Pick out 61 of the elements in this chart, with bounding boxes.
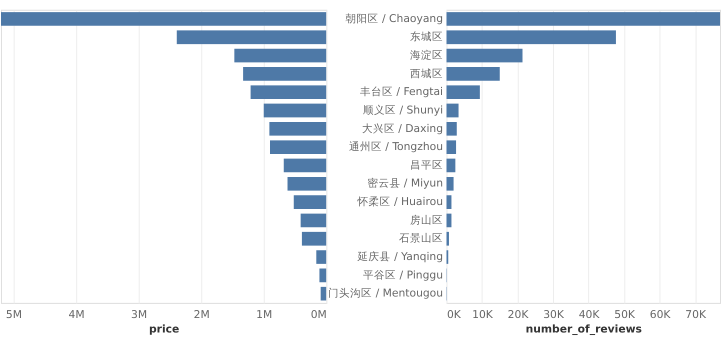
y-tick-label: 朝阳区 / Chaoyang xyxy=(346,12,444,25)
y-tick-label: 大兴区 / Daxing xyxy=(362,122,444,135)
bar xyxy=(316,250,326,264)
bar xyxy=(446,195,452,209)
bar xyxy=(264,104,326,118)
y-tick-label: 平谷区 / Pinggu xyxy=(363,268,444,282)
bar xyxy=(446,140,456,154)
y-tick-label: 西城区 xyxy=(410,66,444,80)
bar xyxy=(446,30,616,44)
bar xyxy=(446,176,454,191)
bar xyxy=(320,286,326,301)
bar xyxy=(302,232,326,246)
bar xyxy=(176,30,326,44)
x-tick-label: 50K xyxy=(614,308,636,321)
bar xyxy=(319,268,326,282)
x-tick-label: 3M xyxy=(131,308,148,321)
bar xyxy=(0,12,326,26)
x-tick-label: 5M xyxy=(6,308,22,321)
bar xyxy=(446,48,522,62)
y-tick-label: 丰台区 / Fengtai xyxy=(360,85,444,98)
bar xyxy=(446,67,500,81)
x-tick-label: 40K xyxy=(578,308,600,321)
x-tick-label: 0M xyxy=(310,308,327,321)
bar xyxy=(294,195,326,209)
bar xyxy=(250,85,326,100)
x-tick-label: 70K xyxy=(685,308,707,321)
y-tick-label: 通州区 / Tongzhou xyxy=(348,140,444,154)
bar xyxy=(446,158,456,172)
y-tick-label: 海淀区 xyxy=(410,48,444,62)
bar xyxy=(234,48,326,62)
y-tick-label: 顺义区 / Shunyi xyxy=(363,103,444,116)
bar xyxy=(446,104,459,118)
bar xyxy=(446,232,449,246)
bar xyxy=(300,214,326,228)
bar xyxy=(446,122,457,136)
x-tick-label: 20K xyxy=(508,308,530,321)
bar xyxy=(284,158,326,172)
y-tick-label: 密云县 / Miyun xyxy=(367,176,444,190)
y-tick-label: 延庆县 / Yanqing xyxy=(356,250,444,263)
bar xyxy=(446,85,480,100)
bar xyxy=(269,122,326,136)
bar xyxy=(446,214,452,228)
y-tick-label: 石景山区 xyxy=(399,232,444,245)
x-tick-label: 0K xyxy=(446,308,462,321)
x-tick-label: 2M xyxy=(194,308,210,321)
y-tick-label: 门头沟区 / Mentougou xyxy=(328,286,444,300)
y-tick-label: 东城区 xyxy=(410,30,444,44)
x-tick-label: 1M xyxy=(256,308,272,321)
x-tick-label: 60K xyxy=(650,308,672,321)
x-axis-title: price xyxy=(148,322,180,336)
bar xyxy=(270,140,326,154)
bar xyxy=(288,176,326,191)
bar xyxy=(243,67,326,81)
x-tick-label: 30K xyxy=(543,308,565,321)
x-tick-label: 4M xyxy=(68,308,85,321)
bar xyxy=(446,12,720,26)
x-axis-title: number_of_reviews xyxy=(526,322,642,336)
y-tick-label: 房山区 xyxy=(410,213,444,226)
x-tick-label: 10K xyxy=(472,308,494,321)
y-tick-label: 怀柔区 / Huairou xyxy=(356,195,444,208)
y-tick-label: 昌平区 xyxy=(410,158,444,172)
